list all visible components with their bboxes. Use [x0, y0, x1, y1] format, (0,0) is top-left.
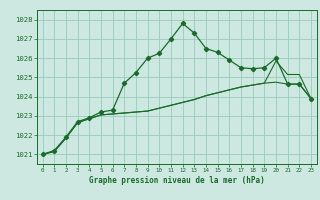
- X-axis label: Graphe pression niveau de la mer (hPa): Graphe pression niveau de la mer (hPa): [89, 176, 265, 185]
